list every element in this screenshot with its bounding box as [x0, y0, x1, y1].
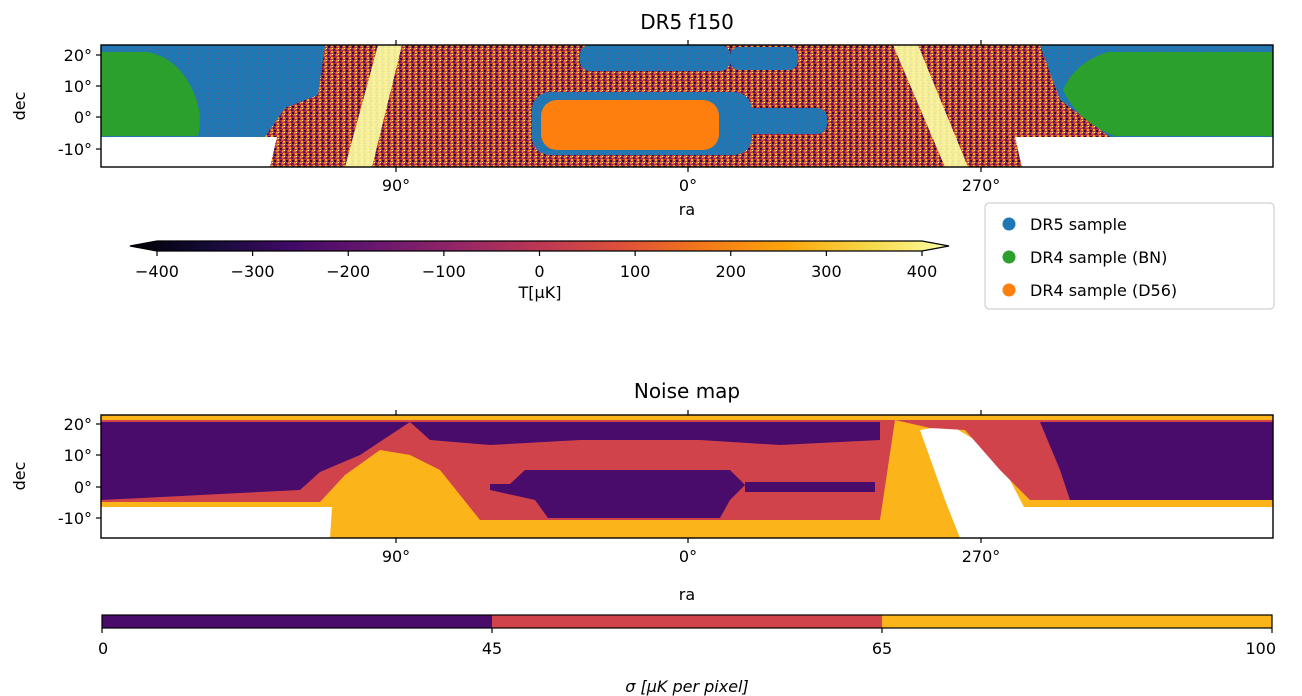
noise-map-panel: Noise map 90° [10, 379, 1274, 604]
top-x-tick-label: 0° [679, 176, 697, 195]
noise-colorbar-label: σ [μK per pixel] [625, 677, 749, 696]
temperature-tick-label: −200 [326, 262, 370, 281]
legend-marker-dr5 [1002, 217, 1016, 231]
bottom-y-tick-label: -10° [58, 509, 92, 528]
dr5-temperature-map [101, 45, 1273, 167]
noise-tick-label: 45 [482, 639, 502, 658]
temperature-tick-label: 400 [907, 262, 938, 281]
top-y-ticks: 20° 10° 0° -10° [58, 46, 101, 159]
noise-tick-label: 0 [98, 639, 108, 658]
legend-entry: DR5 sample [1002, 215, 1127, 234]
temperature-tick-label: −300 [231, 262, 275, 281]
bottom-y-ticks: 20° 10° 0° -10° [58, 415, 101, 528]
temperature-tick-label: 200 [715, 262, 746, 281]
temperature-colorbar: −400 −300 −200 −100 0 100 200 300 400 T[μK] [129, 240, 950, 302]
legend-label: DR4 sample (BN) [1030, 248, 1167, 267]
bottom-x-top-ticks [395, 410, 982, 415]
bottom-y-axis-label: dec [10, 462, 29, 491]
top-title: DR5 f150 [640, 10, 734, 34]
legend-marker-dr4-d56 [1002, 283, 1016, 297]
legend-entry: DR4 sample (D56) [1002, 281, 1177, 300]
noise-colorbar-segments [102, 615, 1272, 628]
temperature-tick-label: 0 [534, 262, 544, 281]
noise-colorbar-segment [882, 615, 1272, 628]
top-x-axis-label: ra [679, 200, 695, 219]
top-x-tick-label: 270° [962, 176, 1001, 195]
legend: DR5 sample DR4 sample (BN) DR4 sample (D… [984, 202, 1275, 310]
bottom-y-tick-label: 10° [64, 446, 92, 465]
legend-label: DR4 sample (D56) [1030, 281, 1177, 300]
noise-colorbar-segment [102, 615, 492, 628]
noise-colorbar-segment [492, 615, 882, 628]
top-x-ticks: 90° 0° 270° [382, 167, 1000, 195]
bottom-x-tick-label: 0° [679, 547, 697, 566]
legend-label: DR5 sample [1030, 215, 1127, 234]
bottom-title: Noise map [634, 379, 740, 403]
bottom-x-axis-label: ra [679, 585, 695, 604]
temperature-colorbar-label: T[μK] [518, 283, 562, 302]
top-y-tick-label: 0° [74, 108, 92, 127]
top-y-tick-label: -10° [58, 140, 92, 159]
bottom-y-tick-label: 0° [74, 478, 92, 497]
top-x-tick-label: 90° [382, 176, 410, 195]
noise-tick-label: 100 [1245, 639, 1276, 658]
legend-marker-dr4-bn [1002, 250, 1016, 264]
noise-colorbar-ticks: 0 45 65 100 [98, 628, 1276, 658]
noise-tick-label: 65 [872, 639, 892, 658]
top-x-top-ticks [395, 40, 982, 45]
legend-entry: DR4 sample (BN) [1002, 248, 1167, 267]
temperature-tick-label: −400 [135, 262, 179, 281]
bottom-x-tick-label: 90° [382, 547, 410, 566]
bottom-y-tick-label: 20° [64, 415, 92, 434]
temperature-colorbar-ticks: −400 −300 −200 −100 0 100 200 300 400 [135, 251, 937, 281]
bottom-x-tick-label: 270° [962, 547, 1001, 566]
temperature-tick-label: 100 [620, 262, 651, 281]
dr5-map-panel: DR5 f150 [10, 10, 1274, 219]
top-y-tick-label: 10° [64, 77, 92, 96]
bottom-x-ticks: 90° 0° 270° [382, 538, 1000, 566]
temperature-tick-label: 300 [811, 262, 842, 281]
noise-colorbar: 0 45 65 100 σ [μK per pixel] [98, 614, 1276, 696]
temperature-tick-label: −100 [422, 262, 466, 281]
noise-map-image [101, 415, 1273, 538]
top-y-axis-label: dec [10, 92, 29, 121]
top-y-tick-label: 20° [64, 46, 92, 65]
